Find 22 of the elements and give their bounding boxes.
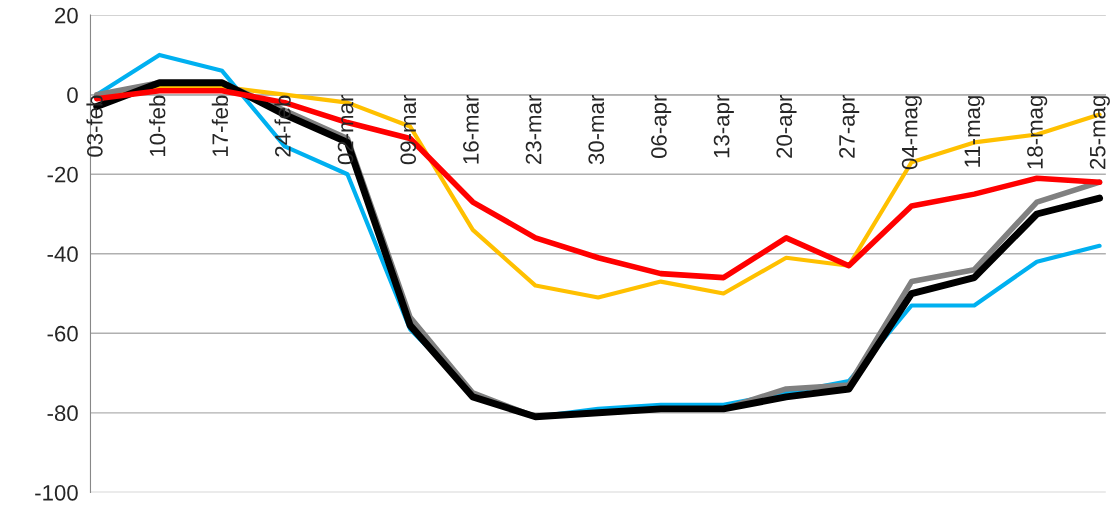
y-tick-label: 0 bbox=[67, 87, 78, 103]
x-tick-label: 10-feb bbox=[149, 95, 166, 156]
y-tick-label: -40 bbox=[47, 246, 78, 263]
y-tick-label: -60 bbox=[47, 325, 78, 342]
x-tick-label: 25-mag bbox=[1089, 96, 1110, 169]
y-tick-label: -20 bbox=[47, 166, 78, 183]
x-tick-label: 04-mag bbox=[901, 96, 922, 170]
x-tick-label: 16-mar bbox=[463, 95, 479, 164]
x-tick-label: 11-mag bbox=[964, 96, 985, 167]
x-tick-label: 30-mar bbox=[588, 95, 605, 165]
y-tick-label: -80 bbox=[47, 405, 78, 422]
x-tick-label: 06-apr bbox=[651, 95, 672, 159]
y-tick-label: -100 bbox=[35, 484, 78, 501]
x-tick-label: 27-apr bbox=[839, 95, 860, 158]
x-tick-label: 03-feb bbox=[86, 95, 103, 157]
x-tick-label: 09-mar bbox=[400, 95, 417, 165]
x-tick-label: 18-mag bbox=[1027, 96, 1048, 169]
x-tick-label: 13-apr bbox=[713, 95, 734, 158]
x-tick-label: 20-apr bbox=[776, 95, 797, 158]
x-tick-label: 23-mar bbox=[525, 95, 542, 164]
x-tick-label: 17-feb bbox=[211, 95, 229, 156]
y-tick-label: 20 bbox=[55, 7, 78, 24]
